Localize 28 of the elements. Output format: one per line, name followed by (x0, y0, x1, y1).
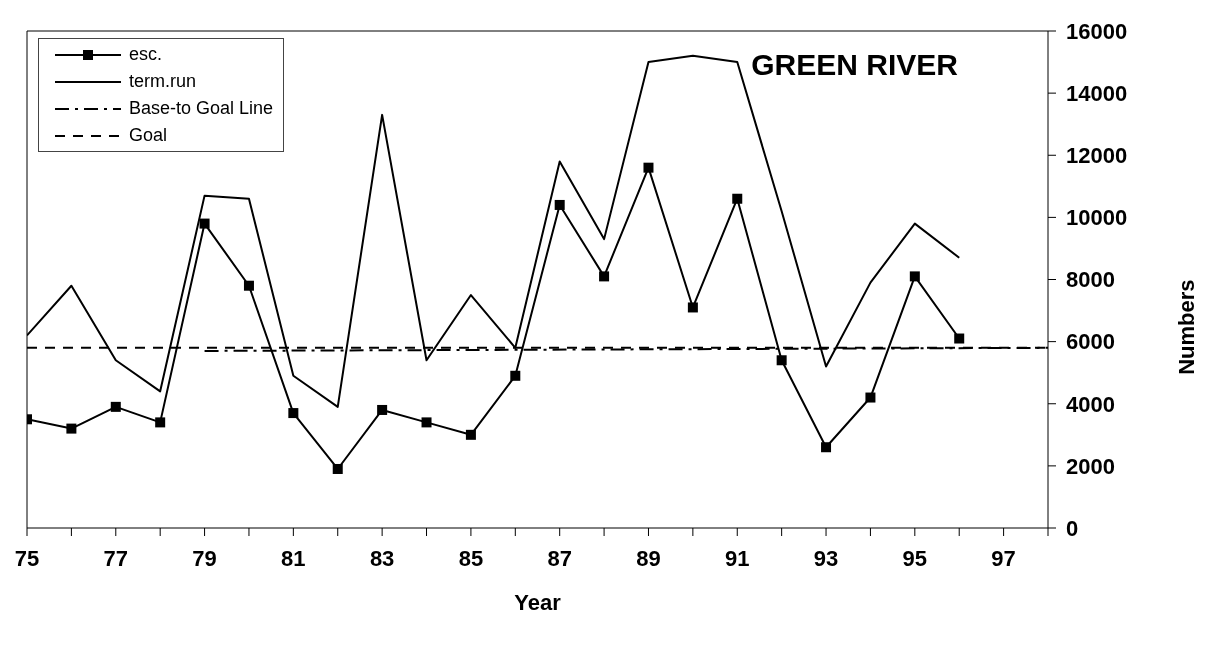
legend-label: esc. (129, 44, 163, 65)
y-tick-label: 14000 (1066, 80, 1128, 106)
x-tick-label: 89 (636, 545, 661, 571)
x-tick-label: 81 (281, 545, 306, 571)
x-tick-label: 79 (192, 545, 217, 571)
x-tick-label: 95 (902, 545, 928, 571)
x-tick-label: 77 (103, 545, 129, 571)
legend-label: Goal (129, 125, 168, 146)
y-tick-label: 0 (1066, 515, 1079, 541)
y-tick-label: 8000 (1066, 267, 1115, 293)
legend-label: term.run (129, 71, 197, 92)
x-tick-label: 75 (14, 545, 40, 571)
y-tick-label: 4000 (1066, 391, 1115, 417)
y-tick-label: 12000 (1066, 143, 1128, 169)
x-tick-label: 87 (547, 545, 572, 571)
x-axis-title: Year (514, 590, 562, 615)
y-axis-title: Numbers (1173, 279, 1199, 375)
x-tick-label: 93 (813, 545, 839, 571)
x-tick-label: 83 (369, 545, 395, 571)
y-tick-label: 16000 (1066, 18, 1128, 44)
x-tick-label: 97 (991, 545, 1016, 571)
y-tick-label: 6000 (1066, 329, 1115, 355)
text: GREEN RIVER (751, 48, 958, 82)
y-tick-label: 10000 (1066, 205, 1128, 231)
legend-label: Base-to Goal Line (129, 98, 274, 119)
y-tick-label: 2000 (1066, 453, 1115, 479)
x-tick-label: 91 (725, 545, 750, 571)
x-tick-label: 85 (458, 545, 484, 571)
